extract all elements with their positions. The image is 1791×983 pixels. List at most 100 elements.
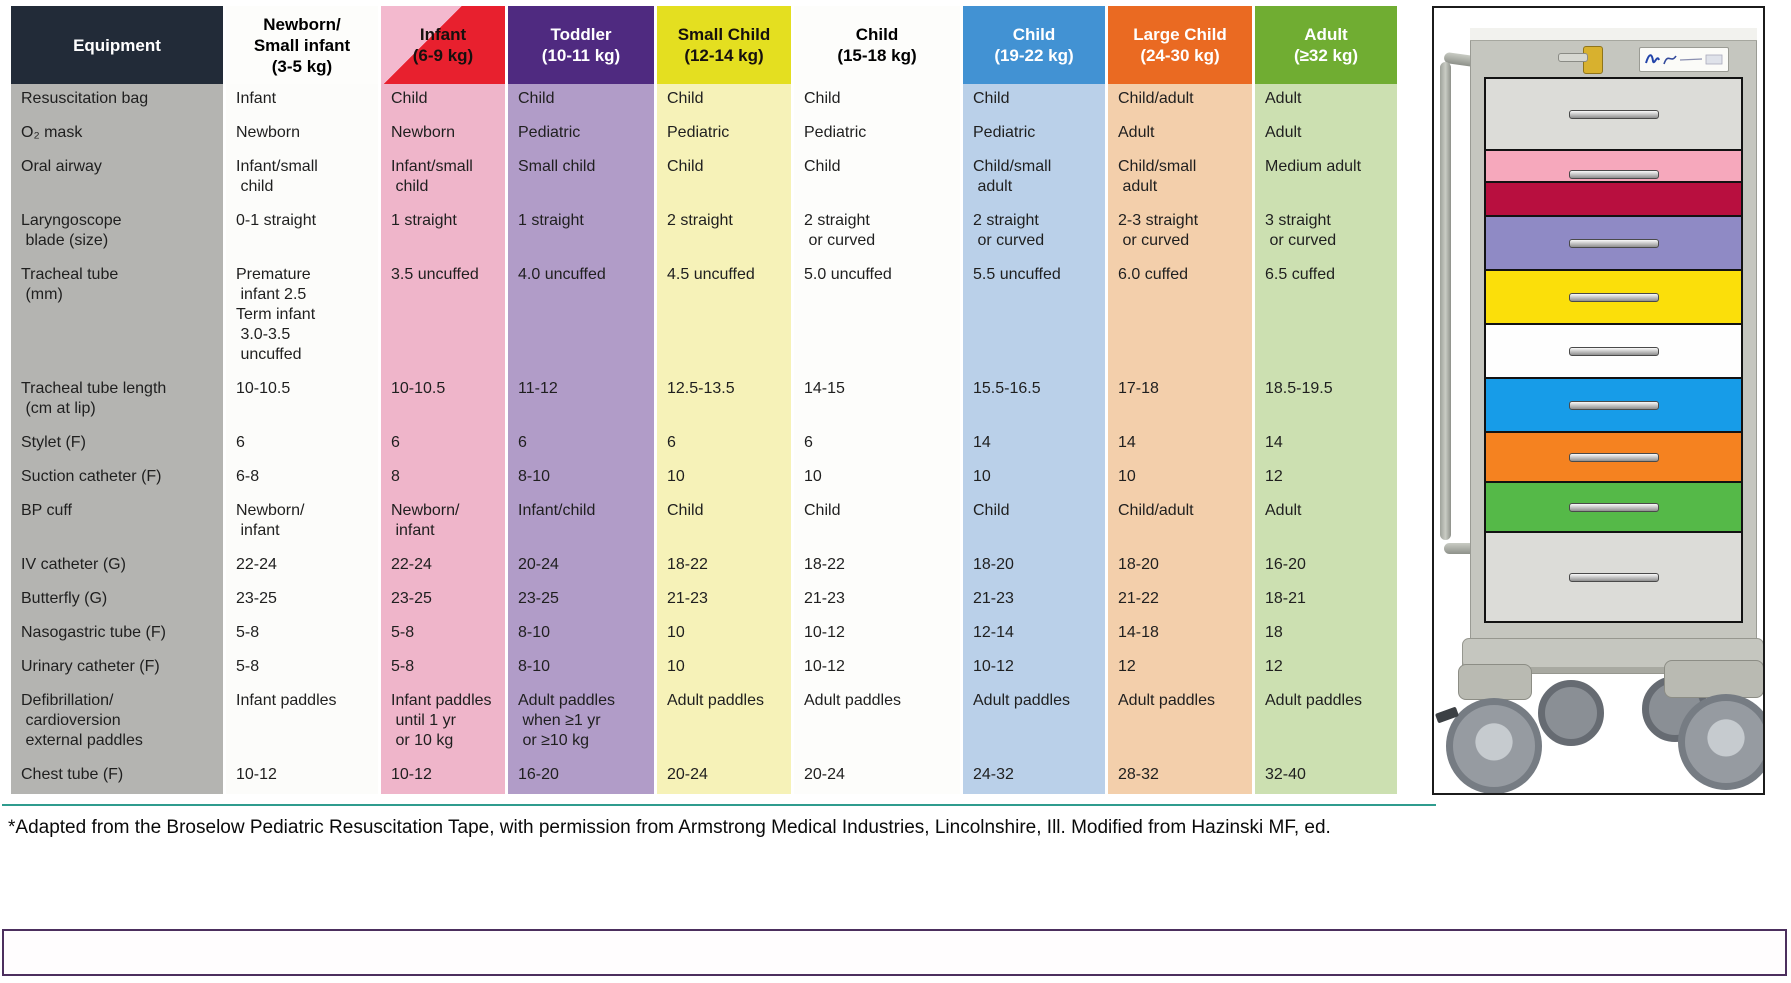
table-cell-small-child: 6: [657, 428, 791, 462]
table-cell-small-child: Adult paddles: [657, 686, 791, 760]
caster-mount-right: [1664, 660, 1763, 698]
table-cell-toddler: Pediatric: [508, 118, 654, 152]
table-cell-child-19-22: 2 straight or curved: [963, 206, 1105, 260]
table-cell-newborn: 5-8: [226, 652, 378, 686]
table-cell-newborn: 10-12: [226, 760, 378, 794]
brand-logo-squiggle-icon: [1645, 54, 1723, 65]
row-label: Butterfly (G): [11, 584, 223, 618]
table-cell-child-19-22: Child/small adult: [963, 152, 1105, 206]
white-drawer: [1486, 325, 1741, 377]
row-label: Nasogastric tube (F): [11, 618, 223, 652]
column-header-adult: Adult (≥32 kg): [1255, 6, 1397, 84]
table-cell-large-child: Child/adult: [1108, 84, 1252, 118]
brand-label: [1639, 47, 1729, 72]
table-cell-child-15-18: 5.0 uncuffed: [794, 260, 960, 374]
crimson-drawer: [1486, 183, 1741, 215]
drawer-handle-icon: [1568, 573, 1659, 582]
table-cell-adult: 12: [1255, 652, 1397, 686]
table-cell-infant: Infant/small child: [381, 152, 505, 206]
cart-top-strip: [1470, 28, 1757, 41]
table-cell-large-child: 14-18: [1108, 618, 1252, 652]
table-cell-child-15-18: 10-12: [794, 652, 960, 686]
orange-drawer: [1486, 433, 1741, 481]
table-cell-toddler: 8-10: [508, 618, 654, 652]
table-cell-child-15-18: 10: [794, 462, 960, 496]
table-cell-infant: 10-12: [381, 760, 505, 794]
table-cell-toddler: Adult paddles when ≥1 yr or ≥10 kg: [508, 686, 654, 760]
table-cell-adult: 18.5-19.5: [1255, 374, 1397, 428]
table-cell-newborn: Newborn: [226, 118, 378, 152]
yellow-drawer: [1486, 271, 1741, 323]
table-cell-newborn: Infant/small child: [226, 152, 378, 206]
handle-bar-icon: [1440, 62, 1451, 540]
table-cell-toddler: 6: [508, 428, 654, 462]
table-cell-small-child: Child: [657, 152, 791, 206]
table-cell-small-child: Pediatric: [657, 118, 791, 152]
table-cell-infant: Child: [381, 84, 505, 118]
table-cell-toddler: Child: [508, 84, 654, 118]
table-cell-large-child: Child/small adult: [1108, 152, 1252, 206]
row-label: Tracheal tube (mm): [11, 260, 223, 374]
table-cell-toddler: 8-10: [508, 652, 654, 686]
table-cell-infant: 6: [381, 428, 505, 462]
table-cell-child-15-18: Child: [794, 84, 960, 118]
table-cell-infant: 5-8: [381, 618, 505, 652]
table-cell-child-15-18: 21-23: [794, 584, 960, 618]
table-cell-newborn: Infant paddles: [226, 686, 378, 760]
table-cell-small-child: 2 straight: [657, 206, 791, 260]
table-cell-small-child: 10: [657, 462, 791, 496]
table-cell-child-19-22: 21-23: [963, 584, 1105, 618]
drawer-handle-icon: [1568, 239, 1659, 248]
table-cell-newborn: 10-10.5: [226, 374, 378, 428]
column-header-child-19-22: Child (19-22 kg): [963, 6, 1105, 84]
table-cell-child-19-22: Pediatric: [963, 118, 1105, 152]
table-cell-small-child: Child: [657, 84, 791, 118]
table-cell-child-15-18: Child: [794, 152, 960, 206]
table-cell-newborn: Premature infant 2.5 Term infant 3.0-3.5…: [226, 260, 378, 374]
table-cell-infant: Newborn/ infant: [381, 496, 505, 550]
row-label: BP cuff: [11, 496, 223, 550]
column-header-large-child: Large Child (24-30 kg): [1108, 6, 1252, 84]
row-label: Suction catheter (F): [11, 462, 223, 496]
table-cell-adult: 16-20: [1255, 550, 1397, 584]
row-label: IV catheter (G): [11, 550, 223, 584]
table-cell-infant: 23-25: [381, 584, 505, 618]
drawer-handle-icon: [1568, 170, 1659, 179]
table-cell-infant: 1 straight: [381, 206, 505, 260]
table-cell-adult: 12: [1255, 462, 1397, 496]
table-cell-child-19-22: 5.5 uncuffed: [963, 260, 1105, 374]
table-cell-child-19-22: 10-12: [963, 652, 1105, 686]
pink-drawer: [1486, 151, 1741, 181]
table-cell-large-child: 14: [1108, 428, 1252, 462]
drawer-handle-icon: [1568, 293, 1659, 302]
table-cell-small-child: 10: [657, 652, 791, 686]
table-cell-large-child: 6.0 cuffed: [1108, 260, 1252, 374]
table-cell-large-child: 10: [1108, 462, 1252, 496]
drawer-handle-icon: [1568, 453, 1659, 462]
table-cell-child-15-18: 18-22: [794, 550, 960, 584]
table-cell-child-15-18: 10-12: [794, 618, 960, 652]
table-cell-toddler: 1 straight: [508, 206, 654, 260]
table-cell-small-child: 18-22: [657, 550, 791, 584]
table-cell-small-child: 12.5-13.5: [657, 374, 791, 428]
table-cell-adult: Adult: [1255, 496, 1397, 550]
caster-wheel-front-right: [1678, 694, 1763, 790]
table-cell-adult: 18: [1255, 618, 1397, 652]
table-cell-toddler: 11-12: [508, 374, 654, 428]
table-cell-toddler: 4.0 uncuffed: [508, 260, 654, 374]
row-label: Laryngoscope blade (size): [11, 206, 223, 260]
table-cell-child-15-18: Adult paddles: [794, 686, 960, 760]
table-cell-small-child: 21-23: [657, 584, 791, 618]
table-cell-newborn: 6-8: [226, 462, 378, 496]
table-cell-adult: 6.5 cuffed: [1255, 260, 1397, 374]
table-cell-large-child: 28-32: [1108, 760, 1252, 794]
table-cell-large-child: 17-18: [1108, 374, 1252, 428]
cart-push-handle: [1440, 51, 1477, 554]
table-cell-large-child: 12: [1108, 652, 1252, 686]
table-cell-newborn: Newborn/ infant: [226, 496, 378, 550]
table-cell-toddler: 16-20: [508, 760, 654, 794]
table-cell-adult: Adult: [1255, 118, 1397, 152]
empty-input-box[interactable]: [2, 929, 1787, 976]
table-cell-toddler: 20-24: [508, 550, 654, 584]
